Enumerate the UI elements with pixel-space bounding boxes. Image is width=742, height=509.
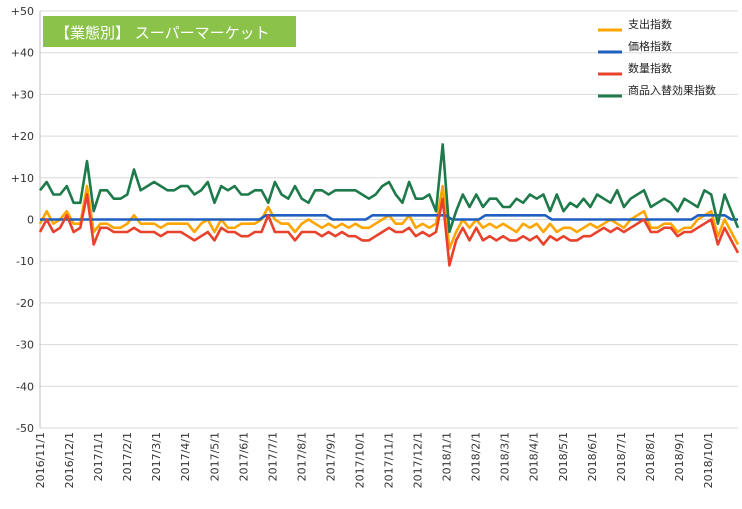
series-line (38, 143, 740, 234)
x-tick-label: 2018/1/1 (441, 432, 454, 481)
series-lines (38, 143, 740, 267)
title-box: 【業態別】 スーパーマーケット (43, 16, 296, 47)
x-tick-label: 2017/3/1 (150, 432, 163, 481)
y-tick-label: -10 (16, 255, 34, 268)
x-tick-label: 2018/9/1 (673, 432, 686, 481)
x-axis-ticks: 2016/11/1 2016/12/1 2017/1/1 2017/2/1 2017/3… (34, 432, 715, 488)
series-line (40, 214, 738, 221)
x-tick-label: 2017/5/1 (208, 432, 221, 481)
legend-label: 商品入替効果指数 (628, 83, 716, 97)
y-tick-label: -30 (16, 339, 34, 352)
x-tick-label: 2017/11/1 (383, 432, 396, 488)
x-tick-label: 2017/9/1 (324, 432, 337, 481)
legend-label: 支出指数 (628, 17, 672, 31)
x-tick-label: 2018/7/1 (615, 432, 628, 481)
x-tick-label: 2016/11/1 (34, 432, 47, 488)
x-tick-label: 2017/8/1 (295, 432, 308, 481)
y-tick-label: +20 (11, 130, 34, 143)
x-tick-label: 2018/2/1 (470, 432, 483, 481)
y-tick-label: -20 (16, 297, 34, 310)
x-tick-label: 2017/1/1 (92, 432, 105, 481)
chart-title: 【業態別】 スーパーマーケット (55, 24, 270, 42)
x-tick-label: 2018/6/1 (586, 432, 599, 481)
legend-label: 数量指数 (628, 61, 672, 75)
x-tick-label: 2017/6/1 (237, 432, 250, 481)
y-tick-label: +50 (11, 5, 34, 18)
x-tick-label: 2018/4/1 (528, 432, 541, 481)
y-tick-label: 0 (27, 214, 34, 227)
y-tick-label: +30 (11, 88, 34, 101)
x-tick-label: 2017/4/1 (179, 432, 192, 481)
y-tick-label: -40 (16, 380, 34, 393)
x-tick-label: 2018/3/1 (499, 432, 512, 481)
y-tick-label: +10 (11, 172, 34, 185)
x-tick-label: 2016/12/1 (63, 432, 76, 488)
y-tick-label: +40 (11, 47, 34, 60)
x-tick-label: 2017/7/1 (266, 432, 279, 481)
x-tick-label: 2018/10/1 (702, 432, 715, 488)
x-tick-label: 2018/8/1 (644, 432, 657, 481)
x-tick-label: 2017/2/1 (121, 432, 134, 481)
x-tick-label: 2018/5/1 (557, 432, 570, 481)
y-tick-label: -50 (16, 422, 34, 435)
x-tick-label: 2017/12/1 (412, 432, 425, 488)
legend-label: 価格指数 (628, 39, 672, 53)
series-line (38, 193, 740, 267)
x-tick-label: 2017/10/1 (353, 432, 366, 488)
y-axis-ticks: +50 +40 +30 +20 +10 0 -10 -20 -30 -40 -50 (11, 5, 34, 435)
title-background (43, 16, 296, 47)
